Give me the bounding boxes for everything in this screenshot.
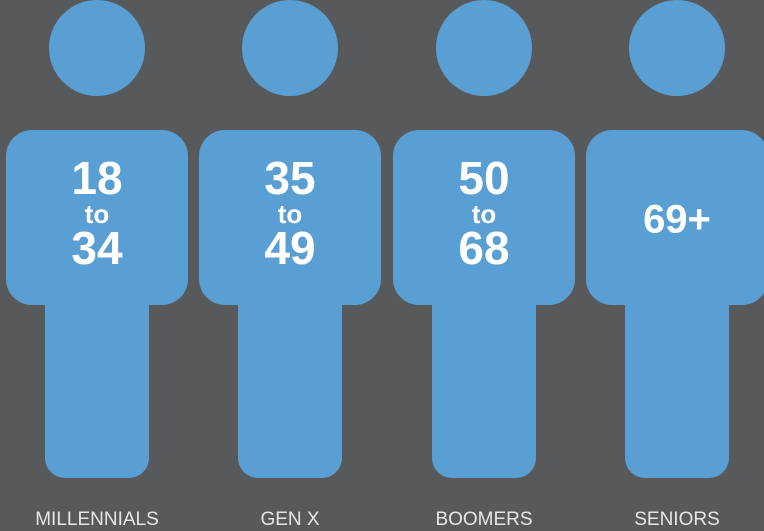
generation-label: SENIORS (634, 509, 720, 530)
body (393, 130, 575, 305)
legs (625, 260, 729, 478)
legs (45, 260, 149, 478)
legs (432, 260, 536, 478)
age-text: 18 (71, 152, 122, 204)
body (6, 130, 188, 305)
legs (238, 260, 342, 478)
age-text: 34 (71, 222, 123, 274)
age-text: 49 (264, 222, 315, 274)
person-figure (586, 0, 764, 478)
person-figure (6, 0, 188, 478)
age-text: to (85, 199, 110, 229)
person-figure (199, 0, 381, 478)
head (242, 0, 338, 96)
age-text: 68 (458, 222, 509, 274)
generation-label: GEN X (260, 509, 319, 530)
body (586, 130, 764, 305)
head (49, 0, 145, 96)
head (629, 0, 725, 96)
age-text: to (472, 199, 497, 229)
head (436, 0, 532, 96)
body (199, 130, 381, 305)
age-text: 50 (458, 152, 509, 204)
person-figure (393, 0, 575, 478)
generation-label: MILLENNIALS (35, 509, 159, 530)
age-text: 35 (264, 152, 315, 204)
age-text: to (278, 199, 303, 229)
generation-label: BOOMERS (435, 509, 532, 530)
age-text: 69+ (643, 198, 711, 242)
